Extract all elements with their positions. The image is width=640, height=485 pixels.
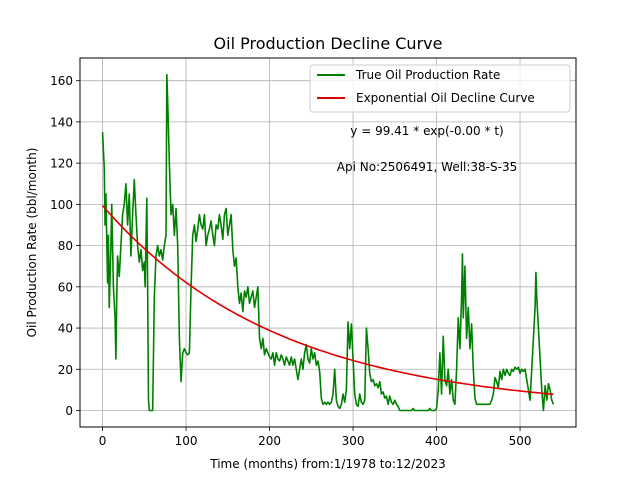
y-tick-label: 160 — [50, 74, 73, 88]
y-tick-label: 100 — [50, 198, 73, 212]
y-tick-label: 0 — [65, 404, 73, 418]
y-tick-label: 140 — [50, 115, 73, 129]
x-tick-label: 200 — [258, 434, 281, 448]
y-tick-label: 40 — [58, 322, 73, 336]
x-axis-label: Time (months) from:1/1978 to:12/2023 — [209, 457, 446, 471]
x-tick-label: 500 — [509, 434, 532, 448]
series-lines — [101, 73, 555, 412]
chart-title: Oil Production Decline Curve — [214, 34, 443, 53]
legend-label-decline-curve: Exponential Oil Decline Curve — [356, 91, 535, 105]
x-tick-label: 400 — [425, 434, 448, 448]
legend: True Oil Production Rate Exponential Oil… — [309, 64, 571, 113]
y-tick-label: 60 — [58, 280, 73, 294]
well-annotation: Api No:2506491, Well:38-S-35 — [337, 160, 517, 174]
true-rate-line — [101, 73, 555, 412]
x-tick-label: 100 — [175, 434, 198, 448]
y-tick-label: 120 — [50, 157, 73, 171]
legend-box — [309, 64, 571, 113]
x-tick-label: 0 — [99, 434, 107, 448]
axis-ticks: 0 100 200 300 400 500 0 20 40 60 80 100 120 140 160 — [50, 74, 531, 448]
y-tick-label: 80 — [58, 239, 73, 253]
y-tick-label: 20 — [58, 363, 73, 377]
x-tick-label: 300 — [342, 434, 365, 448]
equation-annotation: y = 99.41 * exp(-0.00 * t) — [350, 124, 503, 138]
legend-label-true-rate: True Oil Production Rate — [355, 68, 500, 82]
y-axis-label: Oil Production Rate (bbl/month) — [25, 148, 39, 338]
plot-frame — [79, 57, 577, 428]
decline-curve-line — [101, 205, 554, 396]
